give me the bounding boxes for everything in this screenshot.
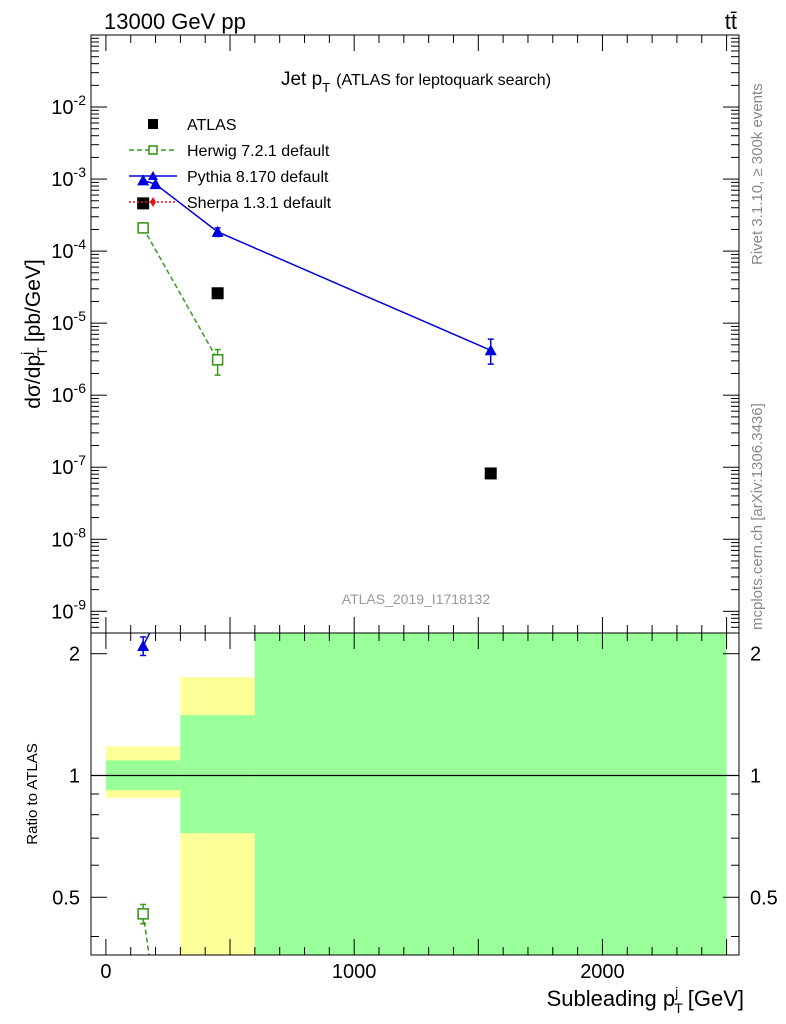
x-axis: 0 1000 2000 (100, 633, 728, 983)
y-tick-label-base: 10 (51, 529, 73, 551)
data-point (148, 145, 158, 155)
ratio-y-tick-label-right: 1 (750, 765, 761, 787)
ratio-panel: 0.5 0.5 1 1 2 2 0 1000 2000 Ratio to ATLAS Subl… (24, 632, 778, 1016)
y-axis-label-sub: T (34, 347, 50, 356)
ratio-y-tick-label: 0.5 (52, 887, 80, 909)
main-series (137, 174, 497, 480)
ratio-y-tick-label: 1 (69, 765, 80, 787)
data-point (137, 908, 149, 920)
rivet-label: Rivet 3.1.10, ≥ 300k events (749, 83, 766, 265)
y-tick-label: 10-8 (51, 524, 86, 551)
y-tick-label: 10-9 (51, 596, 86, 623)
data-point (137, 174, 150, 186)
y-tick-label-exp: -5 (74, 308, 87, 324)
ratio-y-label: Ratio to ATLAS (24, 743, 41, 844)
ratio-y-tick-label: 2 (69, 644, 80, 666)
y-axis-label-b: [pb/GeV] (22, 259, 45, 342)
ratio-y-tick-label-right: 0.5 (750, 887, 778, 909)
ratio-y-tick-label-right: 2 (750, 644, 761, 666)
series-line (142, 227, 219, 361)
y-tick-label-base: 10 (51, 385, 73, 407)
y-tick-label: 10-5 (51, 308, 86, 335)
uncertainty-band-green (180, 715, 255, 834)
ratio-line (142, 633, 151, 647)
data-point (149, 178, 162, 190)
data-point (148, 171, 158, 180)
y-tick-label-base: 10 (51, 169, 73, 191)
y-tick-label: 10-2 (51, 92, 86, 119)
chart-title-sub: T (322, 80, 330, 95)
process-label: tt̄ (725, 9, 737, 34)
legend: ATLAS Herwig 7.2.1 default Pythia 8.170 de… (129, 117, 332, 212)
data-point (148, 119, 158, 129)
series-atlas (137, 197, 497, 480)
x-axis-label-b: [GeV] (688, 986, 744, 1011)
main-x-ticks (105, 35, 728, 633)
y-tick-label: 10-6 (51, 380, 86, 407)
data-point (137, 197, 150, 210)
y-axis-label: dσ/dpjT [pb/GeV] (18, 259, 50, 408)
energy-label: 13000 GeV pp (104, 9, 246, 34)
series-pythia (137, 174, 497, 365)
y-tick-label: 10-7 (51, 452, 86, 479)
chart-title-main: Jet p (281, 69, 322, 90)
x-axis-label-a: Subleading p (547, 986, 675, 1011)
legend-label: Pythia 8.170 default (187, 169, 329, 186)
main-y-axis: 10-910-810-710-610-510-410-310-2 (51, 34, 739, 634)
y-tick-label-base: 10 (51, 241, 73, 263)
y-tick-label-base: 10 (51, 601, 73, 623)
x-axis-label: Subleading pj T [GeV] (547, 984, 744, 1016)
y-tick-label-exp: -7 (74, 452, 87, 468)
data-point (150, 197, 156, 207)
chart-title: Jet pT (ATLAS for leptoquark search) (281, 69, 551, 95)
y-axis-label-a: dσ/dp (22, 355, 45, 409)
data-point (211, 225, 224, 237)
data-point (137, 639, 150, 651)
legend-label: ATLAS (187, 117, 237, 134)
y-tick-label: 10-3 (51, 164, 86, 191)
y-tick-label-base: 10 (51, 313, 73, 335)
main-panel: 10-910-810-710-610-510-410-310-2 Jet pT(… (18, 34, 740, 634)
x-tick-label: 1000 (332, 961, 377, 983)
y-tick-label-exp: -6 (74, 380, 87, 396)
y-tick-label-exp: -9 (74, 596, 87, 612)
data-point (211, 353, 224, 366)
data-point (484, 467, 497, 480)
data-point (137, 222, 149, 234)
ratio-line (142, 913, 150, 955)
series-herwig (137, 222, 224, 376)
ratio-y-axis: 0.5 0.5 1 1 2 2 (52, 644, 778, 937)
y-tick-label-base: 10 (51, 457, 73, 479)
chart-title-suffix: (ATLAS for leptoquark search) (336, 72, 551, 89)
analysis-id: ATLAS_2019_I1718132 (342, 591, 491, 607)
legend-label: Sherpa 1.3.1 default (187, 195, 332, 212)
y-tick-label-base: 10 (51, 97, 73, 119)
y-tick-label-exp: -2 (74, 92, 87, 108)
ratio-series (137, 633, 151, 955)
uncertainty-band-green (254, 633, 727, 955)
data-point (211, 287, 224, 300)
data-point (484, 344, 497, 356)
y-axis-label-sup: j (18, 352, 34, 356)
ratio-series-herwig (137, 903, 150, 955)
x-axis-label-sub: T (674, 1000, 683, 1016)
legend-label: Herwig 7.2.1 default (187, 143, 330, 160)
x-axis-label-sup: j (674, 984, 678, 1000)
x-tick-label: 0 (100, 961, 111, 983)
y-tick-label-exp: -4 (74, 236, 87, 252)
y-tick-label: 10-4 (51, 236, 86, 263)
ratio-bands (105, 633, 727, 955)
mcplots-label: mcplots.cern.ch [arXiv:1306.3436] (749, 403, 766, 630)
ratio-series-pythia (137, 633, 151, 657)
series-line (142, 179, 492, 351)
y-tick-label-exp: -3 (74, 164, 87, 180)
x-tick-label: 2000 (580, 961, 625, 983)
y-tick-label-exp: -8 (74, 524, 87, 540)
